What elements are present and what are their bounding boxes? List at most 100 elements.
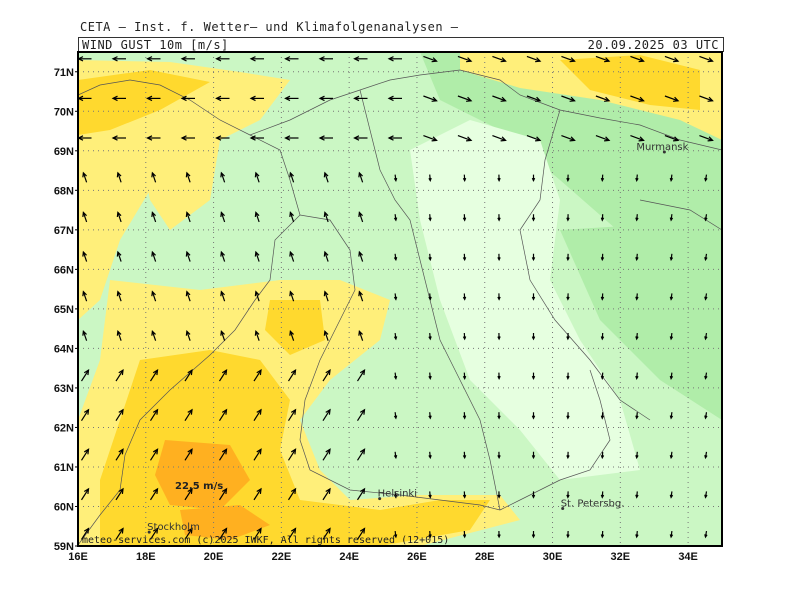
wind-arrow (180, 95, 195, 102)
wind-arrow (669, 214, 674, 222)
wind-arrow (635, 412, 639, 420)
wind-arrow (151, 329, 157, 341)
wind-arrow (323, 171, 329, 183)
city-marker (147, 530, 151, 534)
wind-arrow (215, 95, 230, 102)
wind-arrow (318, 95, 333, 102)
wind-arrow (497, 174, 501, 182)
wind-arrow (356, 368, 366, 382)
lat-tick-label: 62N (54, 422, 74, 434)
wind-arrow (497, 530, 501, 539)
wind-arrow (115, 527, 124, 540)
wind-arrow (669, 451, 674, 460)
wind-arrow (184, 448, 193, 461)
wind-arrow (704, 491, 708, 499)
wind-arrow (704, 412, 708, 420)
wind-arrow (635, 530, 639, 539)
wind-arrow (423, 135, 438, 142)
wind-arrow (358, 211, 364, 223)
wind-arrow (220, 290, 226, 302)
wind-arrow (249, 95, 264, 102)
wind-arrow (353, 56, 368, 62)
wind-arrow (149, 368, 159, 382)
wind-arrow (635, 253, 639, 262)
wind-arrow (358, 329, 364, 341)
wind-arrow (531, 491, 536, 499)
wind-arrow (82, 211, 88, 223)
lat-tick-label: 71N (54, 67, 74, 79)
city-marker (378, 497, 382, 501)
wind-arrow (358, 171, 364, 183)
wind-arrow (393, 332, 398, 341)
wind-arrow (185, 290, 191, 302)
wind-arrow (254, 250, 260, 262)
wind-arrow (322, 368, 331, 382)
wind-arrow (254, 329, 260, 341)
wind-arrow (323, 250, 329, 262)
wind-arrow (428, 412, 432, 420)
wind-arrow (220, 250, 226, 262)
city-marker (662, 150, 666, 154)
wind-arrow (82, 171, 88, 183)
wind-arrow (393, 293, 398, 301)
wind-arrow (253, 487, 262, 501)
mid-green-zone (560, 220, 722, 420)
wind-arrow (664, 95, 680, 102)
wind-arrow (289, 250, 295, 262)
wind-arrow (287, 527, 297, 540)
wind-arrow (600, 412, 605, 420)
wind-arrow (115, 448, 124, 461)
wind-arrow (387, 95, 402, 102)
wind-arrow (428, 530, 432, 539)
wind-arrow (423, 95, 438, 102)
lat-tick-label: 65N (54, 304, 74, 316)
wind-arrow (116, 211, 122, 223)
lat-tick-label: 63N (54, 383, 74, 395)
wind-arrow (630, 55, 645, 63)
wind-arrow (497, 253, 501, 262)
lat-tick-label: 64N (54, 343, 74, 355)
wind-arrow (635, 332, 639, 341)
wind-arrow (457, 55, 473, 63)
wind-arrow (462, 372, 467, 380)
variable-name: WIND_GUST_10m_[m/s] (82, 38, 229, 52)
wind-arrow (561, 135, 576, 142)
wind-arrow (151, 290, 157, 302)
wind-arrow (664, 135, 680, 142)
wind-arrow (289, 171, 295, 183)
wind-arrow (149, 527, 159, 540)
wind-arrow (393, 214, 398, 222)
lat-tick-label: 67N (54, 225, 74, 237)
wind-arrow (80, 368, 90, 382)
wind-arrow (704, 372, 708, 380)
wind-arrow (635, 491, 639, 499)
lon-tick-label: 20E (204, 551, 224, 563)
wind-arrow (184, 408, 193, 421)
wind-arrow (146, 95, 161, 102)
wind-arrow (635, 214, 639, 222)
wind-arrow (531, 412, 536, 420)
wind-arrow (111, 95, 126, 102)
wind-arrow (699, 135, 714, 142)
wind-arrow (146, 56, 161, 62)
wind-arrow (393, 253, 398, 262)
wind-arrow (457, 95, 473, 102)
lon-tick-label: 32E (611, 551, 631, 563)
wind-arrow (151, 211, 157, 223)
wind-arrow (566, 530, 570, 539)
wind-arrow (704, 293, 708, 301)
wind-arrow (669, 253, 674, 262)
wind-arrow (146, 135, 161, 141)
wind-arrow (220, 211, 226, 223)
wind-arrow (185, 329, 191, 341)
city-labels: Murmansk Helsinki St. Petersbg. Stockholm (147, 142, 689, 534)
wind-arrow (218, 368, 228, 382)
wind-arrow (531, 174, 536, 182)
wind-arrow (428, 253, 432, 262)
wind-arrow (253, 408, 262, 421)
wind-arrow (184, 368, 193, 382)
wind-arrow (566, 332, 570, 341)
wind-arrow (497, 372, 501, 380)
wind-arrow (462, 451, 467, 460)
wind-arrow (600, 530, 605, 539)
